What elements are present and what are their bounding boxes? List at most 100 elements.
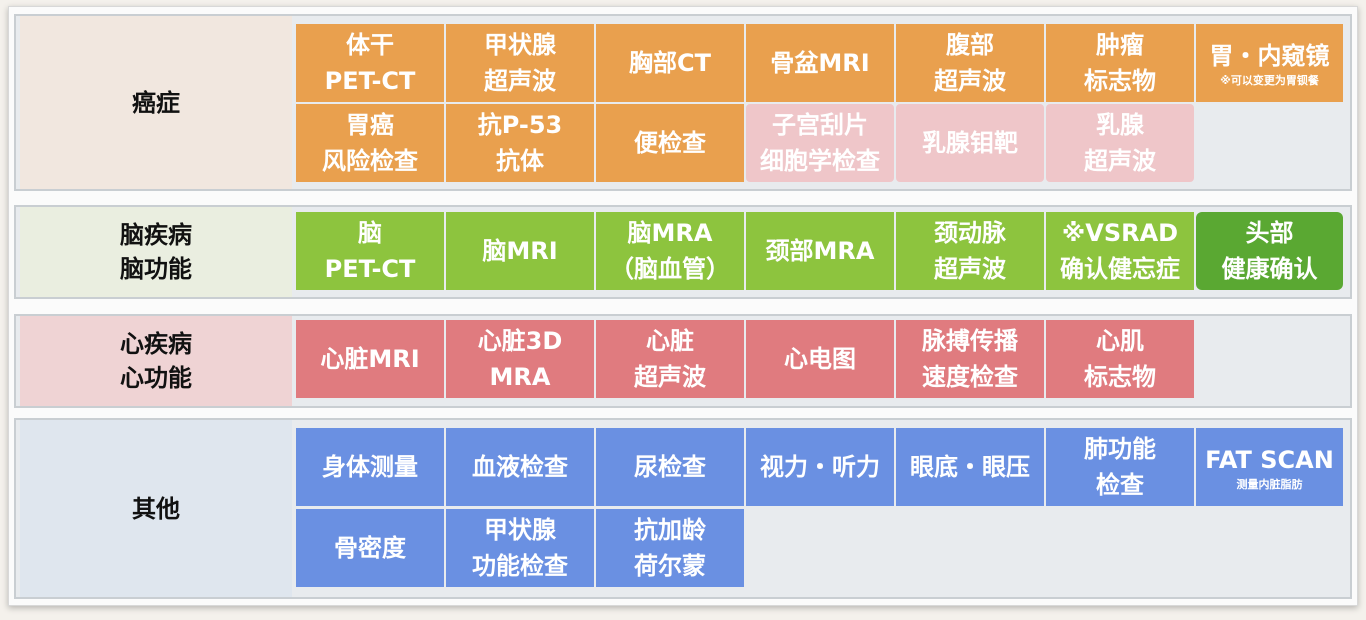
exam-name: 尿检查 <box>634 453 706 481</box>
exam-name: 速度检查 <box>922 363 1018 391</box>
exam-name: 甲状腺 <box>484 31 556 59</box>
exam-name: 血液检查 <box>472 453 568 481</box>
section-label-line: 心疾病 <box>120 330 192 358</box>
exam-name: 胃癌 <box>346 111 394 139</box>
exam-name: 心脏 <box>646 327 694 355</box>
exam-cell: 便检查 <box>596 104 744 182</box>
exam-name: PET-CT <box>324 67 416 95</box>
exam-name: 子宫刮片 <box>772 111 868 139</box>
exam-name: 甲状腺 <box>484 516 556 544</box>
exam-name: 风险检查 <box>322 147 418 175</box>
exam-name: 标志物 <box>1084 67 1156 95</box>
section-label-line: 癌症 <box>132 88 180 117</box>
exam-name: PET-CT <box>324 255 416 283</box>
exam-cell: 心脏3D MRA <box>446 320 594 398</box>
exam-cell: 心电图 <box>746 320 894 398</box>
section-label-line: 脑疾病 <box>120 221 192 249</box>
exam-name: 视力・听力 <box>760 453 880 481</box>
exam-name: 腹部 <box>946 31 994 59</box>
exam-cell: 脑MRI <box>446 212 594 290</box>
exam-name: 超声波 <box>934 255 1006 283</box>
exam-name: 荷尔蒙 <box>634 552 706 580</box>
exam-cell: 胃癌 风险检查 <box>296 104 444 182</box>
exam-name: 身体测量 <box>322 453 418 481</box>
exam-name: 脉搏传播 <box>922 327 1018 355</box>
exam-cell: 头部 健康确认 <box>1196 212 1343 290</box>
exam-cell: 胸部CT <box>596 24 744 102</box>
exam-cell: 心脏MRI <box>296 320 444 398</box>
exam-name: 确认健忘症 <box>1060 255 1180 283</box>
exam-cell: 颈动脉 超声波 <box>896 212 1044 290</box>
exam-cell: 体干 PET-CT <box>296 24 444 102</box>
exam-cell: 血液检查 <box>446 428 594 506</box>
exam-name: MRA <box>489 363 551 391</box>
exam-cell: 脑 PET-CT <box>296 212 444 290</box>
exam-cell: 身体测量 <box>296 428 444 506</box>
exam-name: 细胞学检查 <box>760 147 880 175</box>
exam-name: 脑MRI <box>482 237 558 265</box>
exam-name: 乳腺 <box>1096 111 1144 139</box>
section-label-line: 其他 <box>132 494 180 523</box>
exam-name: 胸部CT <box>629 49 711 77</box>
section-label: 心疾病 心功能 <box>20 316 292 406</box>
exam-name: 健康确认 <box>1221 255 1318 283</box>
exam-cell: 骨密度 <box>296 509 444 587</box>
exam-name: 标志物 <box>1084 363 1156 391</box>
exam-name: 超声波 <box>484 67 556 95</box>
exam-name: 检查 <box>1096 471 1144 499</box>
exam-note: 测量内脏脂肪 <box>1236 478 1303 491</box>
exam-cell: 颈部MRA <box>746 212 894 290</box>
exam-name: 超声波 <box>934 67 1006 95</box>
section-label: 其他 <box>20 420 292 597</box>
exam-cell: 视力・听力 <box>746 428 894 506</box>
exam-name: 抗P-53 <box>477 111 563 139</box>
exam-cell: 心脏 超声波 <box>596 320 744 398</box>
exam-note: ※可以变更为胃钡餐 <box>1220 74 1319 87</box>
exam-cell: 胃・内窥镜 ※可以变更为胃钡餐 <box>1196 24 1343 102</box>
exam-cell: 尿检查 <box>596 428 744 506</box>
exam-name: 心肌 <box>1096 327 1144 355</box>
exam-cell: 心肌 标志物 <box>1046 320 1194 398</box>
exam-name: 超声波 <box>634 363 706 391</box>
exam-name: 功能检查 <box>472 552 568 580</box>
exam-name: 肿瘤 <box>1096 31 1144 59</box>
exam-name: 骨盆MRI <box>770 49 870 77</box>
exam-name: 抗体 <box>496 147 544 175</box>
section-label-line: 心功能 <box>120 364 192 392</box>
exam-name: 骨密度 <box>334 534 406 562</box>
exam-name: 超声波 <box>1084 147 1156 175</box>
exam-name: 颈部MRA <box>765 237 875 265</box>
exam-name: 颈动脉 <box>934 219 1006 247</box>
exam-name: 抗加龄 <box>634 516 706 544</box>
exam-name: 便检查 <box>634 129 706 157</box>
exam-name: FAT SCAN <box>1205 446 1334 474</box>
exam-name: 心脏MRI <box>320 345 420 373</box>
exam-name: 心脏3D <box>477 327 563 355</box>
section-label: 脑疾病 脑功能 <box>20 207 292 297</box>
exam-name: 体干 <box>346 31 394 59</box>
exam-cell: 肺功能 检查 <box>1046 428 1194 506</box>
exam-cell: 甲状腺 超声波 <box>446 24 594 102</box>
exam-cell: FAT SCAN 测量内脏脂肪 <box>1196 428 1343 506</box>
exam-cell: 脑MRA （脑血管） <box>596 212 744 290</box>
exam-cell: 肿瘤 标志物 <box>1046 24 1194 102</box>
exam-cell: 乳腺 超声波 <box>1046 104 1194 182</box>
exam-name: 眼底・眼压 <box>910 453 1030 481</box>
exam-name: 心电图 <box>784 345 856 373</box>
exam-cell: 子宫刮片 细胞学检查 <box>746 104 894 182</box>
exam-cell: ※VSRAD 确认健忘症 <box>1046 212 1194 290</box>
exam-name: ※VSRAD <box>1061 219 1179 247</box>
exam-name: 头部 <box>1245 219 1294 247</box>
exam-name: 脑MRA <box>627 219 713 247</box>
exam-cell: 脉搏传播 速度检查 <box>896 320 1044 398</box>
exam-cell: 骨盆MRI <box>746 24 894 102</box>
exam-name: （脑血管） <box>610 255 730 283</box>
exam-cell: 腹部 超声波 <box>896 24 1044 102</box>
section-label: 癌症 <box>20 16 292 189</box>
exam-cell: 抗加龄 荷尔蒙 <box>596 509 744 587</box>
exam-cell: 眼底・眼压 <box>896 428 1044 506</box>
exam-name: 胃・内窥镜 <box>1209 42 1330 70</box>
exam-name: 脑 <box>358 219 382 247</box>
exam-name: 乳腺钼靶 <box>922 129 1018 157</box>
exam-cell: 乳腺钼靶 <box>896 104 1044 182</box>
